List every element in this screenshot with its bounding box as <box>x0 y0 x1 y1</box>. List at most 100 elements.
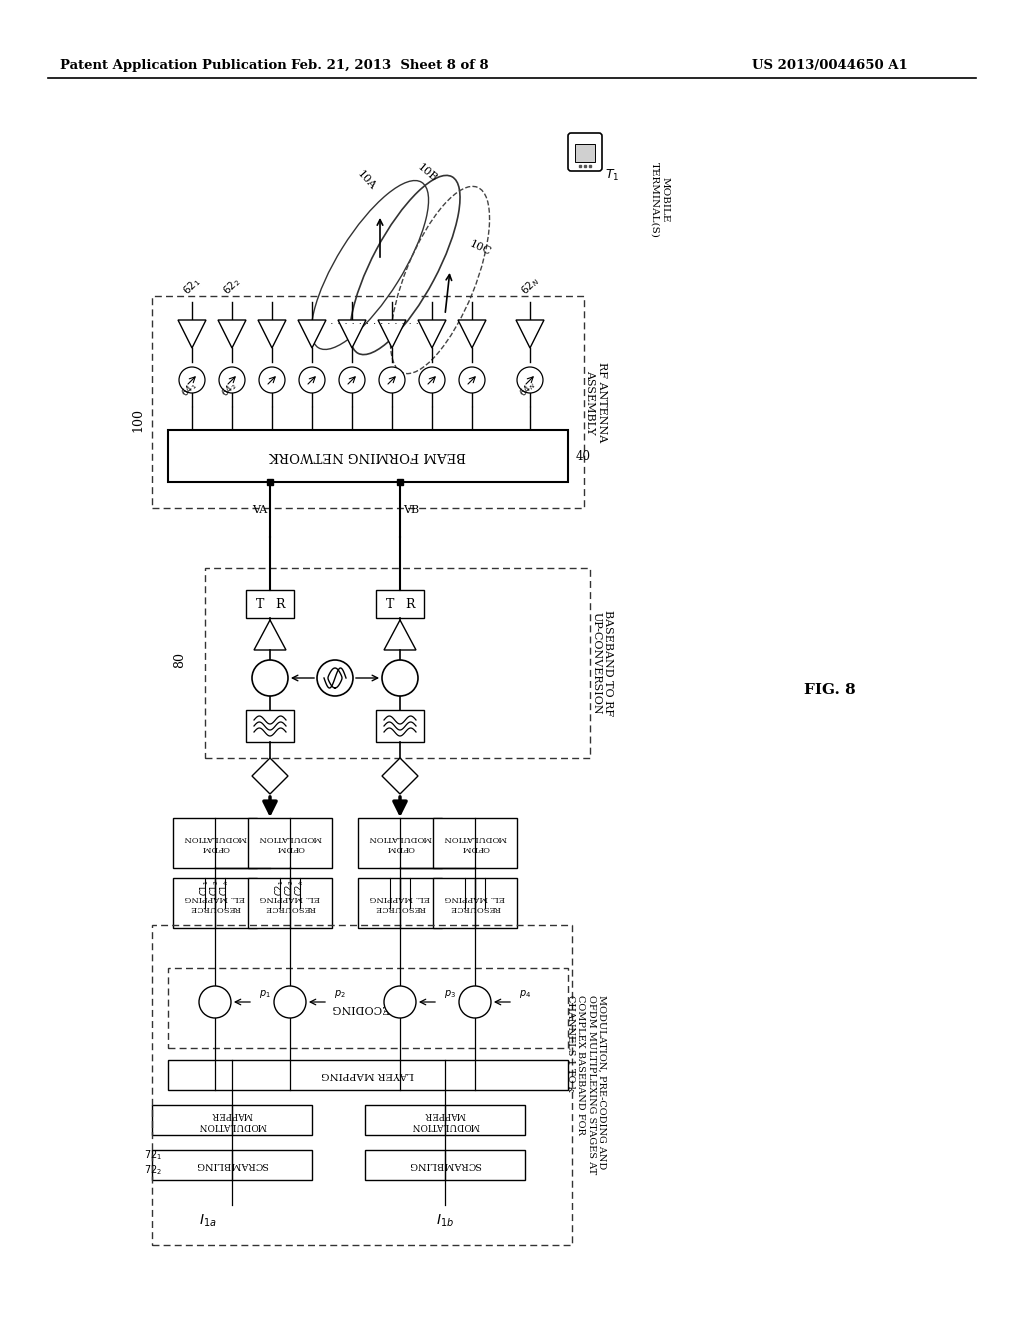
Text: $62_1$: $62_1$ <box>180 275 204 298</box>
Polygon shape <box>252 758 288 795</box>
Circle shape <box>259 367 285 393</box>
Bar <box>248 818 332 869</box>
Text: OFDM
MODULATION: OFDM MODULATION <box>369 834 432 851</box>
Text: $C2_k$: $C2_k$ <box>294 879 306 895</box>
Text: R: R <box>275 598 285 610</box>
Text: T: T <box>256 598 264 610</box>
Text: $I_{1a}$: $I_{1a}$ <box>200 1213 217 1229</box>
Text: $C2_2$: $C2_2$ <box>284 879 296 895</box>
Polygon shape <box>258 319 286 348</box>
Bar <box>152 925 572 1245</box>
Bar <box>246 590 294 618</box>
Bar <box>358 818 442 869</box>
Polygon shape <box>516 319 544 348</box>
Text: BEAM FORMING NETWORK: BEAM FORMING NETWORK <box>269 450 467 462</box>
Text: $T_1$: $T_1$ <box>605 168 620 183</box>
Text: $C1_2$: $C1_2$ <box>209 879 221 895</box>
Text: Feb. 21, 2013  Sheet 8 of 8: Feb. 21, 2013 Sheet 8 of 8 <box>291 58 488 71</box>
Text: $p_1$: $p_1$ <box>259 987 270 1001</box>
Text: MODULATION, PRE-CODING AND
OFDM MULTIPLEXING STAGES AT
COMPLEX BASEBAND FOR
CHAN: MODULATION, PRE-CODING AND OFDM MULTIPLE… <box>566 995 606 1175</box>
Bar <box>152 296 584 508</box>
Text: $C1_k$: $C1_k$ <box>219 879 231 895</box>
Text: LAYER MAPPING: LAYER MAPPING <box>322 1071 415 1080</box>
Text: $64_1$: $64_1$ <box>179 379 201 400</box>
Bar <box>376 710 424 742</box>
Polygon shape <box>418 319 446 348</box>
Circle shape <box>179 367 205 393</box>
Circle shape <box>299 367 325 393</box>
Text: OFDM
MODULATION: OFDM MODULATION <box>258 834 322 851</box>
Polygon shape <box>458 319 486 348</box>
Text: $C1_1$: $C1_1$ <box>199 879 211 895</box>
Text: T: T <box>386 598 394 610</box>
Text: $p_3$: $p_3$ <box>444 987 456 1001</box>
Polygon shape <box>382 758 418 795</box>
Text: $64_N$: $64_N$ <box>517 378 539 400</box>
Circle shape <box>317 660 353 696</box>
Text: 10B: 10B <box>415 162 438 183</box>
Circle shape <box>219 367 245 393</box>
Text: RESOURCE
EL. MAPPING: RESOURCE EL. MAPPING <box>370 895 430 912</box>
Bar <box>248 878 332 928</box>
Circle shape <box>252 660 288 696</box>
Circle shape <box>459 367 485 393</box>
Circle shape <box>339 367 365 393</box>
Bar <box>433 878 517 928</box>
Bar <box>365 1105 525 1135</box>
Text: . . . . . . . . . . . . .: . . . . . . . . . . . . . <box>331 315 420 326</box>
Text: VA: VA <box>252 506 267 515</box>
Polygon shape <box>218 319 246 348</box>
Circle shape <box>459 986 490 1018</box>
Bar <box>376 590 424 618</box>
Bar <box>358 878 442 928</box>
Bar <box>168 968 568 1048</box>
Text: $62_N$: $62_N$ <box>518 273 542 298</box>
Text: VB: VB <box>403 506 419 515</box>
Bar <box>168 430 568 482</box>
FancyBboxPatch shape <box>568 133 602 172</box>
Bar <box>152 1150 312 1180</box>
Text: FIG. 8: FIG. 8 <box>804 682 856 697</box>
Text: MODULATION
MAPPER: MODULATION MAPPER <box>198 1110 266 1130</box>
Polygon shape <box>254 620 286 649</box>
Bar <box>365 1150 525 1180</box>
Polygon shape <box>338 319 366 348</box>
Text: OFDM
MODULATION: OFDM MODULATION <box>443 834 507 851</box>
Text: $p_4$: $p_4$ <box>519 987 531 1001</box>
Text: $p_2$: $p_2$ <box>334 987 346 1001</box>
Text: MODULATION
MAPPER: MODULATION MAPPER <box>411 1110 479 1130</box>
Text: MOBILE
TERMINAL(S): MOBILE TERMINAL(S) <box>650 162 670 238</box>
Circle shape <box>419 367 445 393</box>
Circle shape <box>199 986 231 1018</box>
Bar <box>205 568 590 758</box>
Text: PRECODING: PRECODING <box>331 1003 404 1012</box>
Text: 100: 100 <box>131 408 144 432</box>
Text: 40: 40 <box>575 450 591 462</box>
Text: R: R <box>406 598 415 610</box>
Polygon shape <box>298 319 326 348</box>
Text: RESOURCE
EL. MAPPING: RESOURCE EL. MAPPING <box>260 895 321 912</box>
Bar <box>168 1060 568 1090</box>
Circle shape <box>274 986 306 1018</box>
Circle shape <box>382 660 418 696</box>
Text: $I_{1b}$: $I_{1b}$ <box>436 1213 454 1229</box>
Bar <box>433 818 517 869</box>
Bar <box>152 1105 312 1135</box>
Text: $72_2$: $72_2$ <box>144 1163 162 1177</box>
Polygon shape <box>384 620 416 649</box>
Bar <box>575 144 595 162</box>
Circle shape <box>379 367 406 393</box>
Text: BASEBAND TO RF
UP-CONVERSION: BASEBAND TO RF UP-CONVERSION <box>591 610 612 715</box>
Text: $64_2$: $64_2$ <box>219 379 241 400</box>
Text: RESOURCE
EL. MAPPING: RESOURCE EL. MAPPING <box>444 895 505 912</box>
Text: $72_1$: $72_1$ <box>144 1148 162 1162</box>
Text: OFDM
MODULATION: OFDM MODULATION <box>183 834 247 851</box>
Text: 10C: 10C <box>468 239 493 257</box>
Text: SCRAMBLING: SCRAMBLING <box>409 1160 481 1170</box>
Circle shape <box>384 986 416 1018</box>
Bar <box>246 710 294 742</box>
Polygon shape <box>378 319 406 348</box>
Text: Patent Application Publication: Patent Application Publication <box>60 58 287 71</box>
Polygon shape <box>178 319 206 348</box>
Text: RF ANTENNA
ASSEMBLY: RF ANTENNA ASSEMBLY <box>585 362 607 442</box>
